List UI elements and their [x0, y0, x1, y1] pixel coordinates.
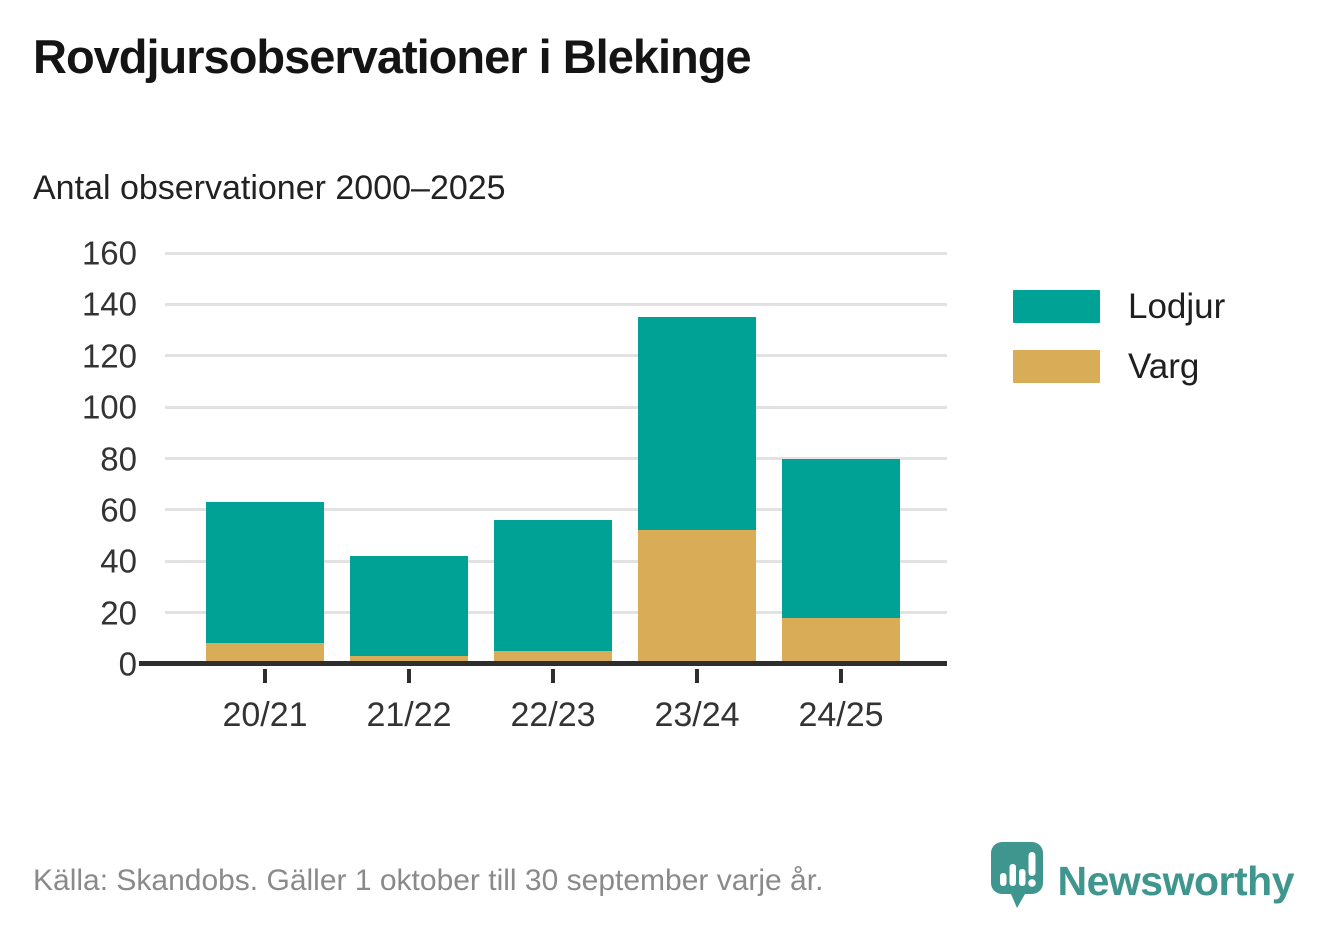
gridline-y80	[165, 457, 947, 460]
bar-segment-varg-21-22	[350, 656, 468, 664]
footer: Källa: Skandobs. Gäller 1 oktober till 3…	[33, 840, 1294, 922]
gridline-y100	[165, 405, 947, 409]
ytick-label-120: 120	[81, 337, 137, 375]
ytick-label-80: 80	[100, 440, 137, 477]
ytick-label-140: 140	[81, 285, 137, 323]
ytick-label-160: 160	[81, 234, 137, 272]
bar-segment-varg-23-24	[638, 530, 756, 664]
legend-item-varg: Varg	[1013, 349, 1225, 384]
gridline-y120	[165, 354, 947, 358]
bar-22-23	[494, 520, 612, 664]
gridline-y60	[165, 508, 947, 512]
legend-label-lodjur: Lodjur	[1128, 287, 1226, 326]
bar-segment-varg-24-25	[782, 617, 900, 664]
chart-title: Rovdjursobservationer i Blekinge	[33, 30, 752, 83]
xtick-mark-21-22	[407, 669, 411, 683]
newsworthy-pin-icon	[990, 842, 1043, 908]
bar-segment-varg-22-23	[494, 651, 612, 664]
xtick-label-21-22: 21/22	[366, 696, 452, 734]
bar-24-25	[782, 458, 900, 664]
brand-logo: Newsworthy	[989, 840, 1295, 922]
bar-21-22	[350, 556, 468, 664]
ytick-label-20: 20	[100, 594, 137, 632]
legend-label-varg: Varg	[1128, 347, 1200, 386]
bar-segment-lodjur-24-25	[782, 458, 900, 618]
xtick-label-22-23: 22/23	[510, 696, 596, 734]
plot-area: 0 20 40 60 80 100 120 140 160 20/21 21/22 22/23 23/…	[82, 237, 1225, 733]
x-axis-line	[139, 661, 947, 666]
gridline-y160	[165, 251, 947, 255]
source-note: Källa: Skandobs. Gäller 1 oktober till 3…	[33, 864, 824, 897]
legend-swatch-lodjur	[1013, 290, 1100, 323]
bar-segment-lodjur-23-24	[638, 317, 756, 531]
xtick-mark-24-25	[839, 669, 843, 683]
bar-segment-lodjur-21-22	[350, 556, 468, 657]
ytick-label-60: 60	[100, 491, 137, 529]
ytick-label-0: 0	[118, 645, 137, 683]
bar-23-24	[638, 317, 756, 664]
xtick-mark-20-21	[263, 669, 267, 683]
legend-item-lodjur: Lodjur	[1013, 289, 1225, 324]
bar-segment-lodjur-20-21	[206, 502, 324, 644]
legend-swatch-varg	[1013, 350, 1100, 383]
chart-subtitle: Antal observationer 2000–2025	[33, 169, 506, 207]
xtick-label-24-25: 24/25	[798, 696, 884, 734]
xtick-mark-23-24	[695, 669, 699, 683]
xtick-mark-22-23	[551, 669, 555, 683]
xtick-label-20-21: 20/21	[222, 696, 308, 734]
bar-20-21	[206, 502, 324, 664]
bar-segment-varg-20-21	[206, 643, 324, 664]
bar-segment-lodjur-22-23	[494, 520, 612, 652]
ytick-label-40: 40	[100, 542, 137, 580]
chart-legend: Lodjur Varg	[1013, 289, 1225, 384]
gridline-y140	[165, 302, 947, 306]
ytick-label-100: 100	[81, 388, 137, 426]
brand-name: Newsworthy	[1057, 857, 1295, 904]
xtick-label-23-24: 23/24	[654, 696, 740, 734]
